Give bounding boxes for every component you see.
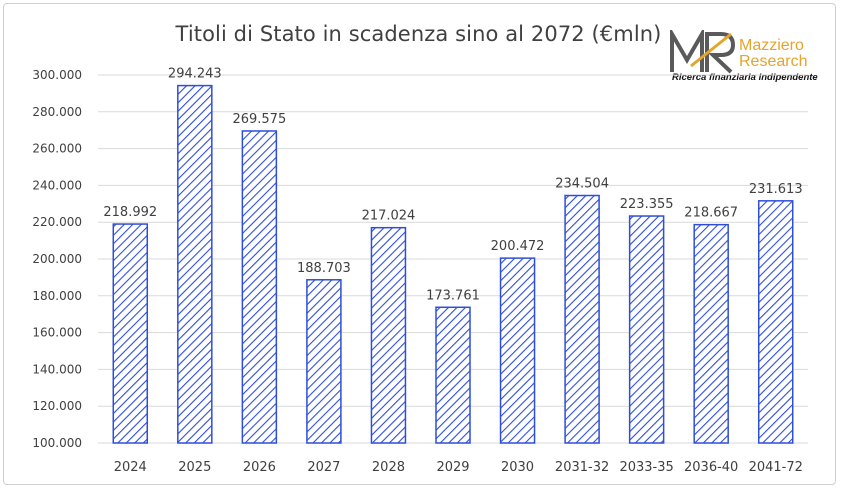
y-tick-label: 100.000 — [32, 436, 82, 450]
x-tick-label-2036-40: 2036-40 — [684, 460, 738, 475]
bar-2031-32 — [564, 194, 600, 444]
x-tick-label-2025: 2025 — [178, 460, 211, 475]
y-tick-label: 120.000 — [32, 399, 82, 413]
data-label-2033-35: 223.355 — [620, 197, 674, 212]
data-label-2036-40: 218.667 — [684, 206, 738, 221]
y-tick-label: 160.000 — [32, 326, 82, 340]
chart-title: Titoli di Stato in scadenza sino al 2072… — [175, 22, 662, 46]
x-tick-label-2029: 2029 — [436, 460, 469, 475]
x-tick-label-2030: 2030 — [501, 460, 534, 475]
data-label-2041-72: 231.613 — [749, 182, 803, 197]
bars — [112, 84, 794, 444]
y-tick-label: 260.000 — [32, 142, 82, 156]
y-tick-label: 220.000 — [32, 215, 82, 229]
y-tick-label: 300.000 — [32, 68, 82, 82]
logo-tagline: Ricerca finanziaria indipendente — [672, 72, 818, 83]
x-axis-ticks: 2024 2025 2026 2027 2028 2029 2030 2031-32 2033-… — [114, 460, 803, 475]
bar-2029 — [435, 306, 471, 444]
data-labels: 218.992 294.243 269.575 188.703 217.024 173.7… — [103, 67, 802, 304]
bar-2025 — [177, 84, 213, 444]
bar-2024 — [112, 223, 149, 444]
data-label-2027: 188.703 — [297, 261, 351, 276]
y-tick-label: 280.000 — [32, 105, 82, 119]
data-label-2029: 173.761 — [426, 288, 480, 303]
bar-2028 — [370, 226, 407, 444]
bar-2027 — [306, 279, 342, 444]
y-tick-label: 180.000 — [32, 289, 82, 303]
bar-2033-35 — [628, 215, 665, 444]
x-tick-label-2041-72: 2041-72 — [749, 460, 803, 475]
bar-2030 — [499, 257, 536, 444]
mazziero-research-logo — [669, 30, 829, 90]
data-label-2025: 294.243 — [168, 67, 222, 82]
y-tick-label: 140.000 — [32, 362, 82, 376]
x-tick-label-2031-32: 2031-32 — [555, 460, 609, 475]
bar-2036-40 — [693, 223, 729, 444]
mr-logo-mark-icon — [670, 30, 736, 74]
y-axis-ticks: 100.000 120.000 140.000 160.000 180.000 200.0… — [32, 68, 82, 450]
x-tick-label-2033-35: 2033-35 — [619, 460, 673, 475]
bar-2026 — [241, 130, 278, 444]
y-tick-label: 200.000 — [32, 252, 82, 266]
logo-name-line-2: Research — [739, 53, 808, 70]
x-tick-label-2024: 2024 — [114, 460, 147, 475]
bar-2041-72 — [757, 200, 794, 444]
x-tick-label-2026: 2026 — [243, 460, 276, 475]
x-tick-label-2027: 2027 — [307, 460, 340, 475]
data-label-2030: 200.472 — [491, 239, 545, 254]
logo-name-line-1: Mazziero — [739, 37, 804, 54]
data-label-2024: 218.992 — [103, 205, 157, 220]
data-label-2031-32: 234.504 — [555, 177, 609, 192]
data-label-2028: 217.024 — [362, 209, 416, 224]
data-label-2026: 269.575 — [232, 112, 286, 127]
y-tick-label: 240.000 — [32, 178, 82, 192]
x-tick-label-2028: 2028 — [372, 460, 405, 475]
